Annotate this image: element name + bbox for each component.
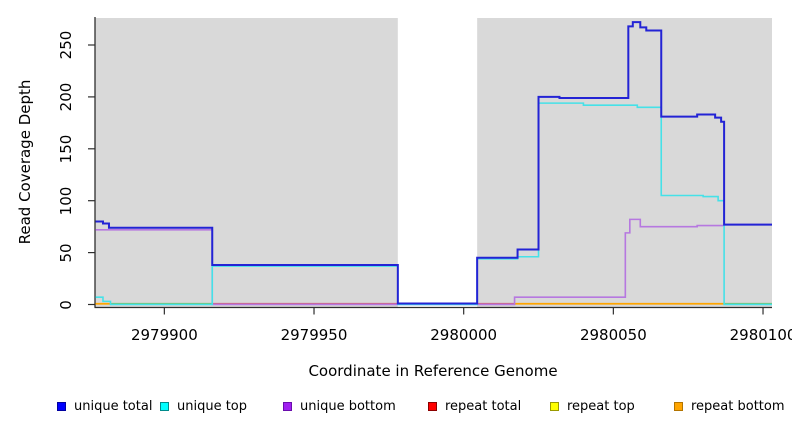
y-tick-label: 100	[57, 186, 75, 216]
series-unique-total	[95, 21, 772, 305]
x-tick-label: 2980000	[430, 326, 498, 344]
legend-swatch-icon	[283, 401, 292, 411]
legend-item-repeat-bottom: repeat bottom	[674, 397, 785, 415]
masked-region	[397, 18, 478, 308]
legend-label: repeat total	[445, 398, 522, 414]
legend-item-unique-total: unique total	[57, 397, 152, 415]
x-tick-label: 2980100	[729, 326, 792, 344]
y-tick-label: 150	[57, 134, 75, 164]
legend-item-repeat-total: repeat total	[428, 397, 521, 415]
legend-swatch-icon	[160, 401, 169, 411]
legend-swatch-icon	[57, 401, 66, 411]
series-unique-bottom	[95, 218, 772, 306]
y-tick-label: 50	[57, 243, 75, 263]
legend-label: repeat bottom	[691, 398, 785, 414]
x-tick-label: 2979950	[280, 326, 348, 344]
legend-item-repeat-top: repeat top	[550, 397, 635, 415]
x-tick-label: 2979900	[130, 326, 198, 344]
y-tick-label: 200	[57, 82, 75, 112]
legend-label: unique bottom	[300, 398, 396, 414]
y-tick-label: 250	[57, 30, 75, 60]
x-axis-label: Coordinate in Reference Genome	[308, 362, 558, 380]
chart-legend: unique total unique top unique bottom repea…	[0, 397, 792, 419]
legend-item-unique-bottom: unique bottom	[283, 397, 396, 415]
x-tick-label: 2980050	[579, 326, 647, 344]
legend-item-unique-top: unique top	[160, 397, 247, 415]
y-axis-label: Read Coverage Depth	[16, 79, 34, 245]
legend-label: unique top	[177, 398, 248, 414]
legend-label: repeat top	[567, 398, 635, 414]
legend-label: unique total	[74, 398, 153, 414]
legend-swatch-icon	[428, 401, 437, 411]
legend-swatch-icon	[674, 401, 683, 411]
y-tick-label: 0	[57, 299, 75, 310]
legend-swatch-icon	[550, 401, 559, 411]
